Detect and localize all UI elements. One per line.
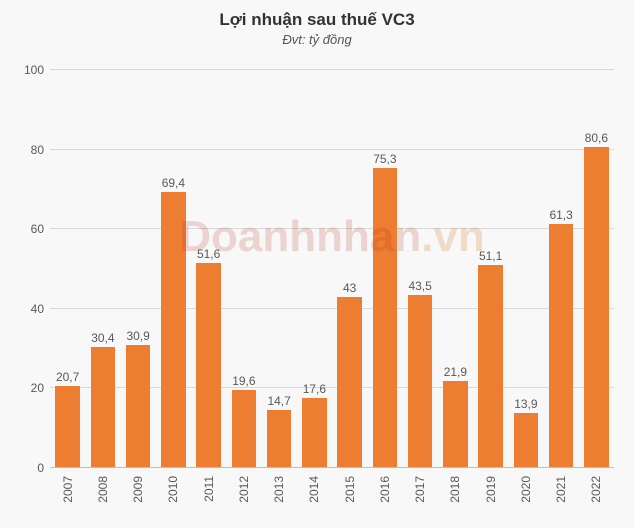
y-axis-label: 0 [37, 461, 44, 475]
x-axis-label: 2012 [237, 476, 251, 503]
bar-value-label: 80,6 [585, 131, 608, 145]
plot-area: 020406080100 20,7200730,4200830,9200969,… [50, 70, 614, 468]
bar-slot: 80,62022 [579, 70, 614, 468]
bar-value-label: 20,7 [56, 370, 79, 384]
x-axis-label: 2016 [378, 476, 392, 503]
bar-value-label: 69,4 [162, 176, 185, 190]
bar-slot: 61,32021 [544, 70, 579, 468]
chart-subtitle: Đvt: tỷ đồng [0, 32, 634, 47]
bar [408, 295, 433, 468]
x-axis-label: 2010 [166, 476, 180, 503]
bar-value-label: 30,9 [126, 329, 149, 343]
x-axis-label: 2013 [272, 476, 286, 503]
y-axis-label: 80 [31, 143, 44, 157]
x-axis-label: 2020 [519, 476, 533, 503]
bar-value-label: 61,3 [549, 208, 572, 222]
bar-slot: 13,92020 [508, 70, 543, 468]
x-axis-label: 2007 [61, 476, 75, 503]
bar [478, 265, 503, 468]
y-axis-label: 60 [31, 222, 44, 236]
bar-value-label: 51,6 [197, 247, 220, 261]
y-axis-label: 20 [31, 381, 44, 395]
y-axis-label: 100 [24, 63, 44, 77]
bar-slot: 17,62014 [297, 70, 332, 468]
bar-slot: 14,72013 [262, 70, 297, 468]
bar [337, 297, 362, 468]
bar-value-label: 17,6 [303, 382, 326, 396]
bar-value-label: 14,7 [267, 394, 290, 408]
y-axis-label: 40 [31, 302, 44, 316]
x-axis-label: 2018 [448, 476, 462, 503]
bar [584, 147, 609, 468]
bar-slot: 20,72007 [50, 70, 85, 468]
bar-value-label: 75,3 [373, 152, 396, 166]
bars-group: 20,7200730,4200830,9200969,4201051,62011… [50, 70, 614, 468]
x-axis-label: 2008 [96, 476, 110, 503]
bar [443, 381, 468, 468]
bar-slot: 43,52017 [403, 70, 438, 468]
bar-slot: 30,42008 [85, 70, 120, 468]
x-axis-label: 2014 [307, 476, 321, 503]
bar [126, 345, 151, 468]
x-axis-label: 2009 [131, 476, 145, 503]
x-axis-label: 2011 [202, 476, 216, 502]
bar-value-label: 19,6 [232, 374, 255, 388]
bar-value-label: 43,5 [408, 279, 431, 293]
x-axis-label: 2022 [589, 476, 603, 503]
bar-slot: 51,62011 [191, 70, 226, 468]
bar-value-label: 21,9 [444, 365, 467, 379]
bar-slot: 21,92018 [438, 70, 473, 468]
bar-slot: 75,32016 [367, 70, 402, 468]
bar [514, 413, 539, 468]
x-axis-line [50, 467, 614, 468]
bar-value-label: 13,9 [514, 397, 537, 411]
bar [373, 168, 398, 468]
x-axis-label: 2021 [554, 476, 568, 503]
x-axis-label: 2019 [484, 476, 498, 503]
bar-slot: 51,12019 [473, 70, 508, 468]
bar [55, 386, 80, 468]
chart-title: Lợi nhuận sau thuế VC3 [0, 0, 634, 30]
bar [196, 263, 221, 468]
bar-slot: 432015 [332, 70, 367, 468]
bar [161, 192, 186, 468]
chart-container: Lợi nhuận sau thuế VC3 Đvt: tỷ đồng 0 20 4… [0, 0, 634, 528]
x-axis-label: 2015 [343, 476, 357, 503]
bar [302, 398, 327, 468]
bar-slot: 19,62012 [226, 70, 261, 468]
bar [91, 347, 116, 468]
bar-value-label: 51,1 [479, 249, 502, 263]
bar-slot: 30,92009 [121, 70, 156, 468]
bar [267, 410, 292, 469]
bar [232, 390, 257, 468]
bar-slot: 69,42010 [156, 70, 191, 468]
bar-value-label: 43 [343, 281, 356, 295]
x-axis-label: 2017 [413, 476, 427, 503]
bar [549, 224, 574, 468]
bar-value-label: 30,4 [91, 331, 114, 345]
